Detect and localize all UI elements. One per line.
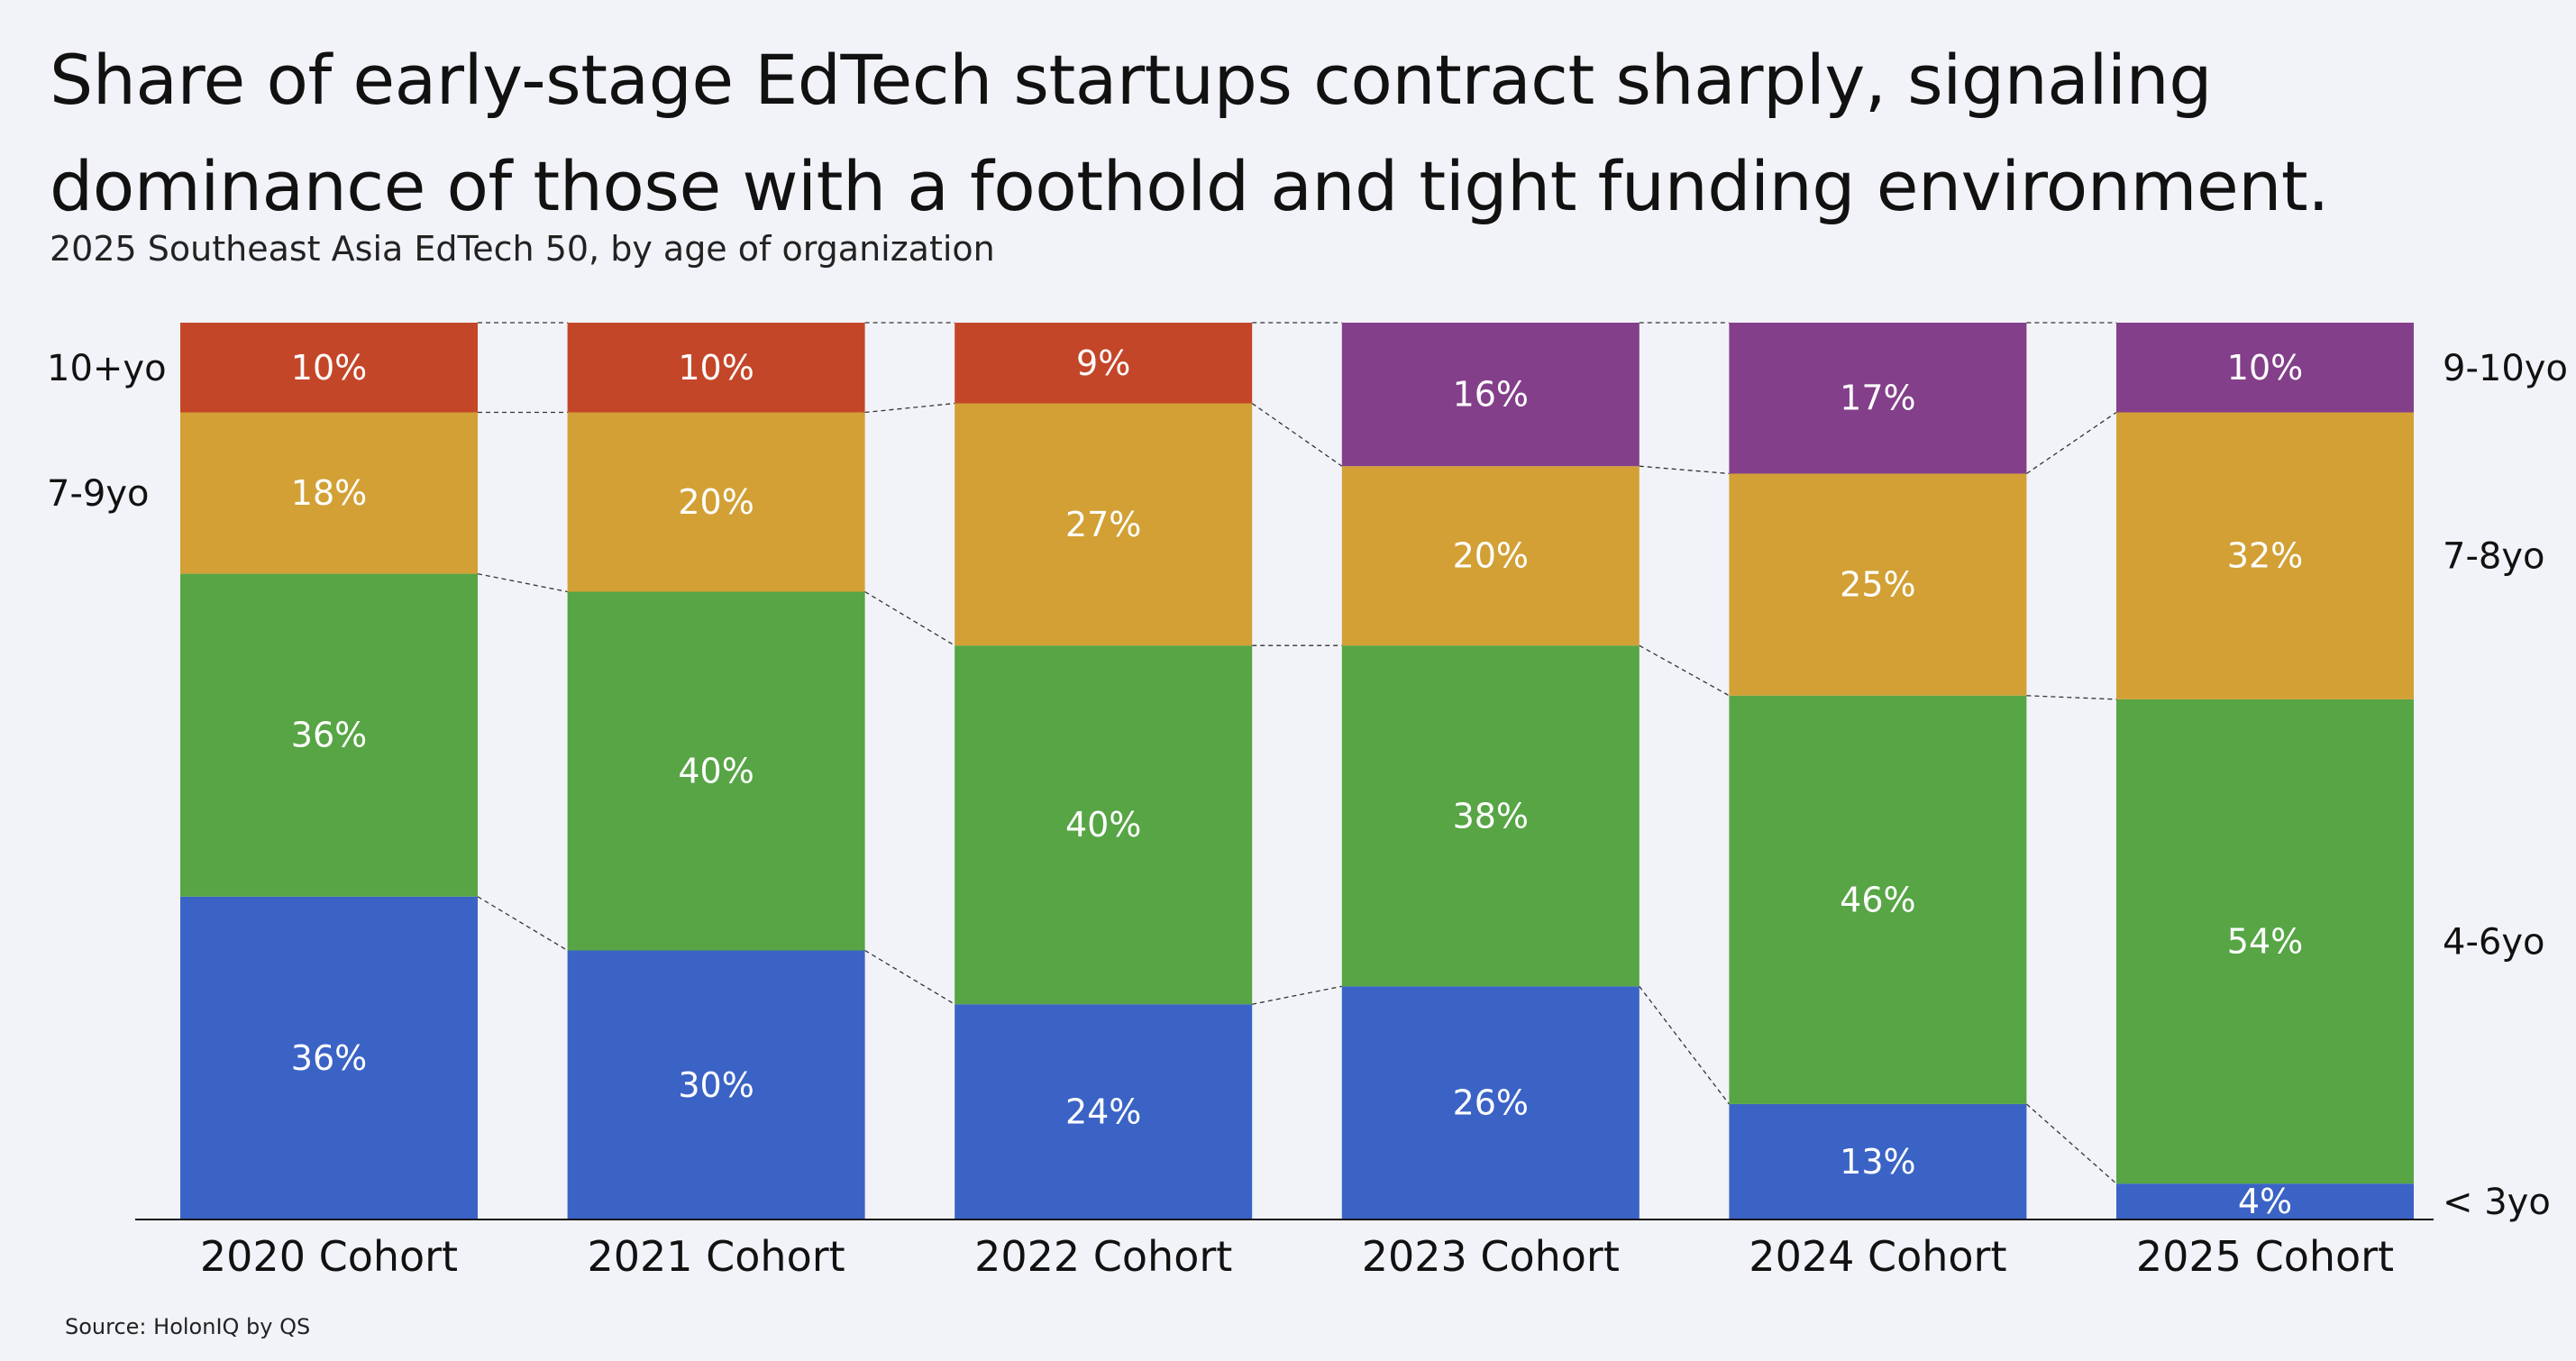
connector-line xyxy=(2025,1103,2117,1184)
bar-segment xyxy=(955,403,1253,646)
chart-subtitle: 2025 Southeast Asia EdTech 50, by age of… xyxy=(50,229,995,269)
bar-segment xyxy=(180,896,478,1219)
bar-value-label: 20% xyxy=(1453,536,1529,576)
bar-value-label: 10% xyxy=(291,348,367,388)
bar-segment xyxy=(955,323,1253,404)
bar-segment xyxy=(1729,323,2027,474)
connector-line xyxy=(1251,403,1343,467)
bar-value-label: 36% xyxy=(291,1038,367,1078)
bar-value-label: 20% xyxy=(678,482,754,522)
connector-line xyxy=(2026,411,2117,475)
x-tick-label: 2022 Cohort xyxy=(974,1232,1232,1281)
connector-line xyxy=(477,572,568,593)
right-legend: 9-10yo 7-8yo 4-6yo < 3yo xyxy=(2443,348,2568,1223)
bar-segment xyxy=(2116,412,2414,699)
bar-value-label: 32% xyxy=(2227,536,2303,576)
legend-label: 7-8yo xyxy=(2443,536,2544,578)
bar-value-label: 13% xyxy=(1840,1142,1915,1182)
x-tick-label: 2021 Cohort xyxy=(587,1232,845,1281)
bar-value-label: 10% xyxy=(678,348,754,388)
chart-title-line-2: dominance of those with a foothold and t… xyxy=(50,146,2329,226)
x-tick-label: 2025 Cohort xyxy=(2136,1232,2394,1281)
bar-value-label: 36% xyxy=(291,716,367,755)
connector-line xyxy=(2026,695,2117,700)
legend-label: 10+yo xyxy=(47,348,167,389)
bar-value-label: 46% xyxy=(1840,880,1915,919)
bar-group: 36% 36% 18% 10% 30% 40% 20% 10% 24% 40% 27% 9% 26% 38… xyxy=(180,323,2414,1221)
connector-line xyxy=(864,402,955,414)
bar-segment xyxy=(955,645,1253,1005)
legend-label: < 3yo xyxy=(2443,1182,2551,1223)
bar-value-label: 30% xyxy=(678,1065,754,1105)
x-tick-label: 2020 Cohort xyxy=(200,1232,458,1281)
bar-value-label: 9% xyxy=(1076,343,1130,383)
bar-value-label: 40% xyxy=(1065,805,1141,845)
bar-value-label: 4% xyxy=(2238,1182,2292,1221)
connector-line xyxy=(1639,985,1730,1105)
bar-segment xyxy=(1729,473,2027,696)
bar-value-label: 38% xyxy=(1453,796,1529,836)
bar-segment xyxy=(2116,323,2414,413)
bar-segment xyxy=(1341,645,1640,987)
bar-segment xyxy=(1341,986,1640,1219)
connector-line xyxy=(1252,985,1342,1005)
legend-label: 7-9yo xyxy=(47,473,149,515)
bar-value-label: 40% xyxy=(678,752,754,791)
connector-line xyxy=(864,949,955,1005)
bar-segment xyxy=(955,1004,1253,1219)
bar-value-label: 18% xyxy=(291,473,367,513)
x-tick-label: 2023 Cohort xyxy=(1362,1232,1620,1281)
bar-segment xyxy=(567,412,865,592)
bar-segment xyxy=(1341,323,1640,467)
bar-segment xyxy=(180,412,478,574)
bar-segment xyxy=(2116,1183,2414,1219)
bar-segment xyxy=(180,323,478,413)
source-note: Source: HolonIQ by QS xyxy=(65,1314,311,1339)
bar-value-label: 25% xyxy=(1840,565,1915,605)
connector-lines xyxy=(477,322,2117,1184)
x-tick-label: 2024 Cohort xyxy=(1749,1232,2006,1281)
chart-title: Share of early-stage EdTech startups con… xyxy=(50,27,2537,240)
legend-label: 9-10yo xyxy=(2443,348,2568,389)
connector-line xyxy=(477,896,568,952)
bar-segment xyxy=(1729,695,2027,1104)
bar-value-label: 27% xyxy=(1065,505,1141,544)
bar-segment xyxy=(567,950,865,1219)
bar-value-label: 54% xyxy=(2227,922,2303,962)
legend-label: 4-6yo xyxy=(2443,922,2544,964)
connector-line xyxy=(864,590,955,646)
bar-value-label: 16% xyxy=(1453,375,1529,415)
bar-segment xyxy=(567,591,865,951)
left-legend: 10+yo 7-9yo xyxy=(47,348,167,515)
chart-title-line-1: Share of early-stage EdTech startups con… xyxy=(50,40,2212,120)
bar-segment xyxy=(1341,466,1640,646)
x-axis-ticks: 2020 Cohort 2021 Cohort 2022 Cohort 2023 Co… xyxy=(200,1232,2394,1281)
bar-value-label: 10% xyxy=(2227,348,2303,388)
bar-value-label: 26% xyxy=(1453,1083,1529,1123)
bar-value-label: 17% xyxy=(1840,379,1915,418)
connector-line xyxy=(1639,465,1730,475)
bar-segment xyxy=(1729,1103,2027,1219)
bar-value-label: 24% xyxy=(1065,1092,1141,1132)
bar-segment xyxy=(180,573,478,897)
bar-segment xyxy=(2116,699,2414,1184)
connector-line xyxy=(1639,644,1730,697)
bar-segment xyxy=(567,323,865,413)
